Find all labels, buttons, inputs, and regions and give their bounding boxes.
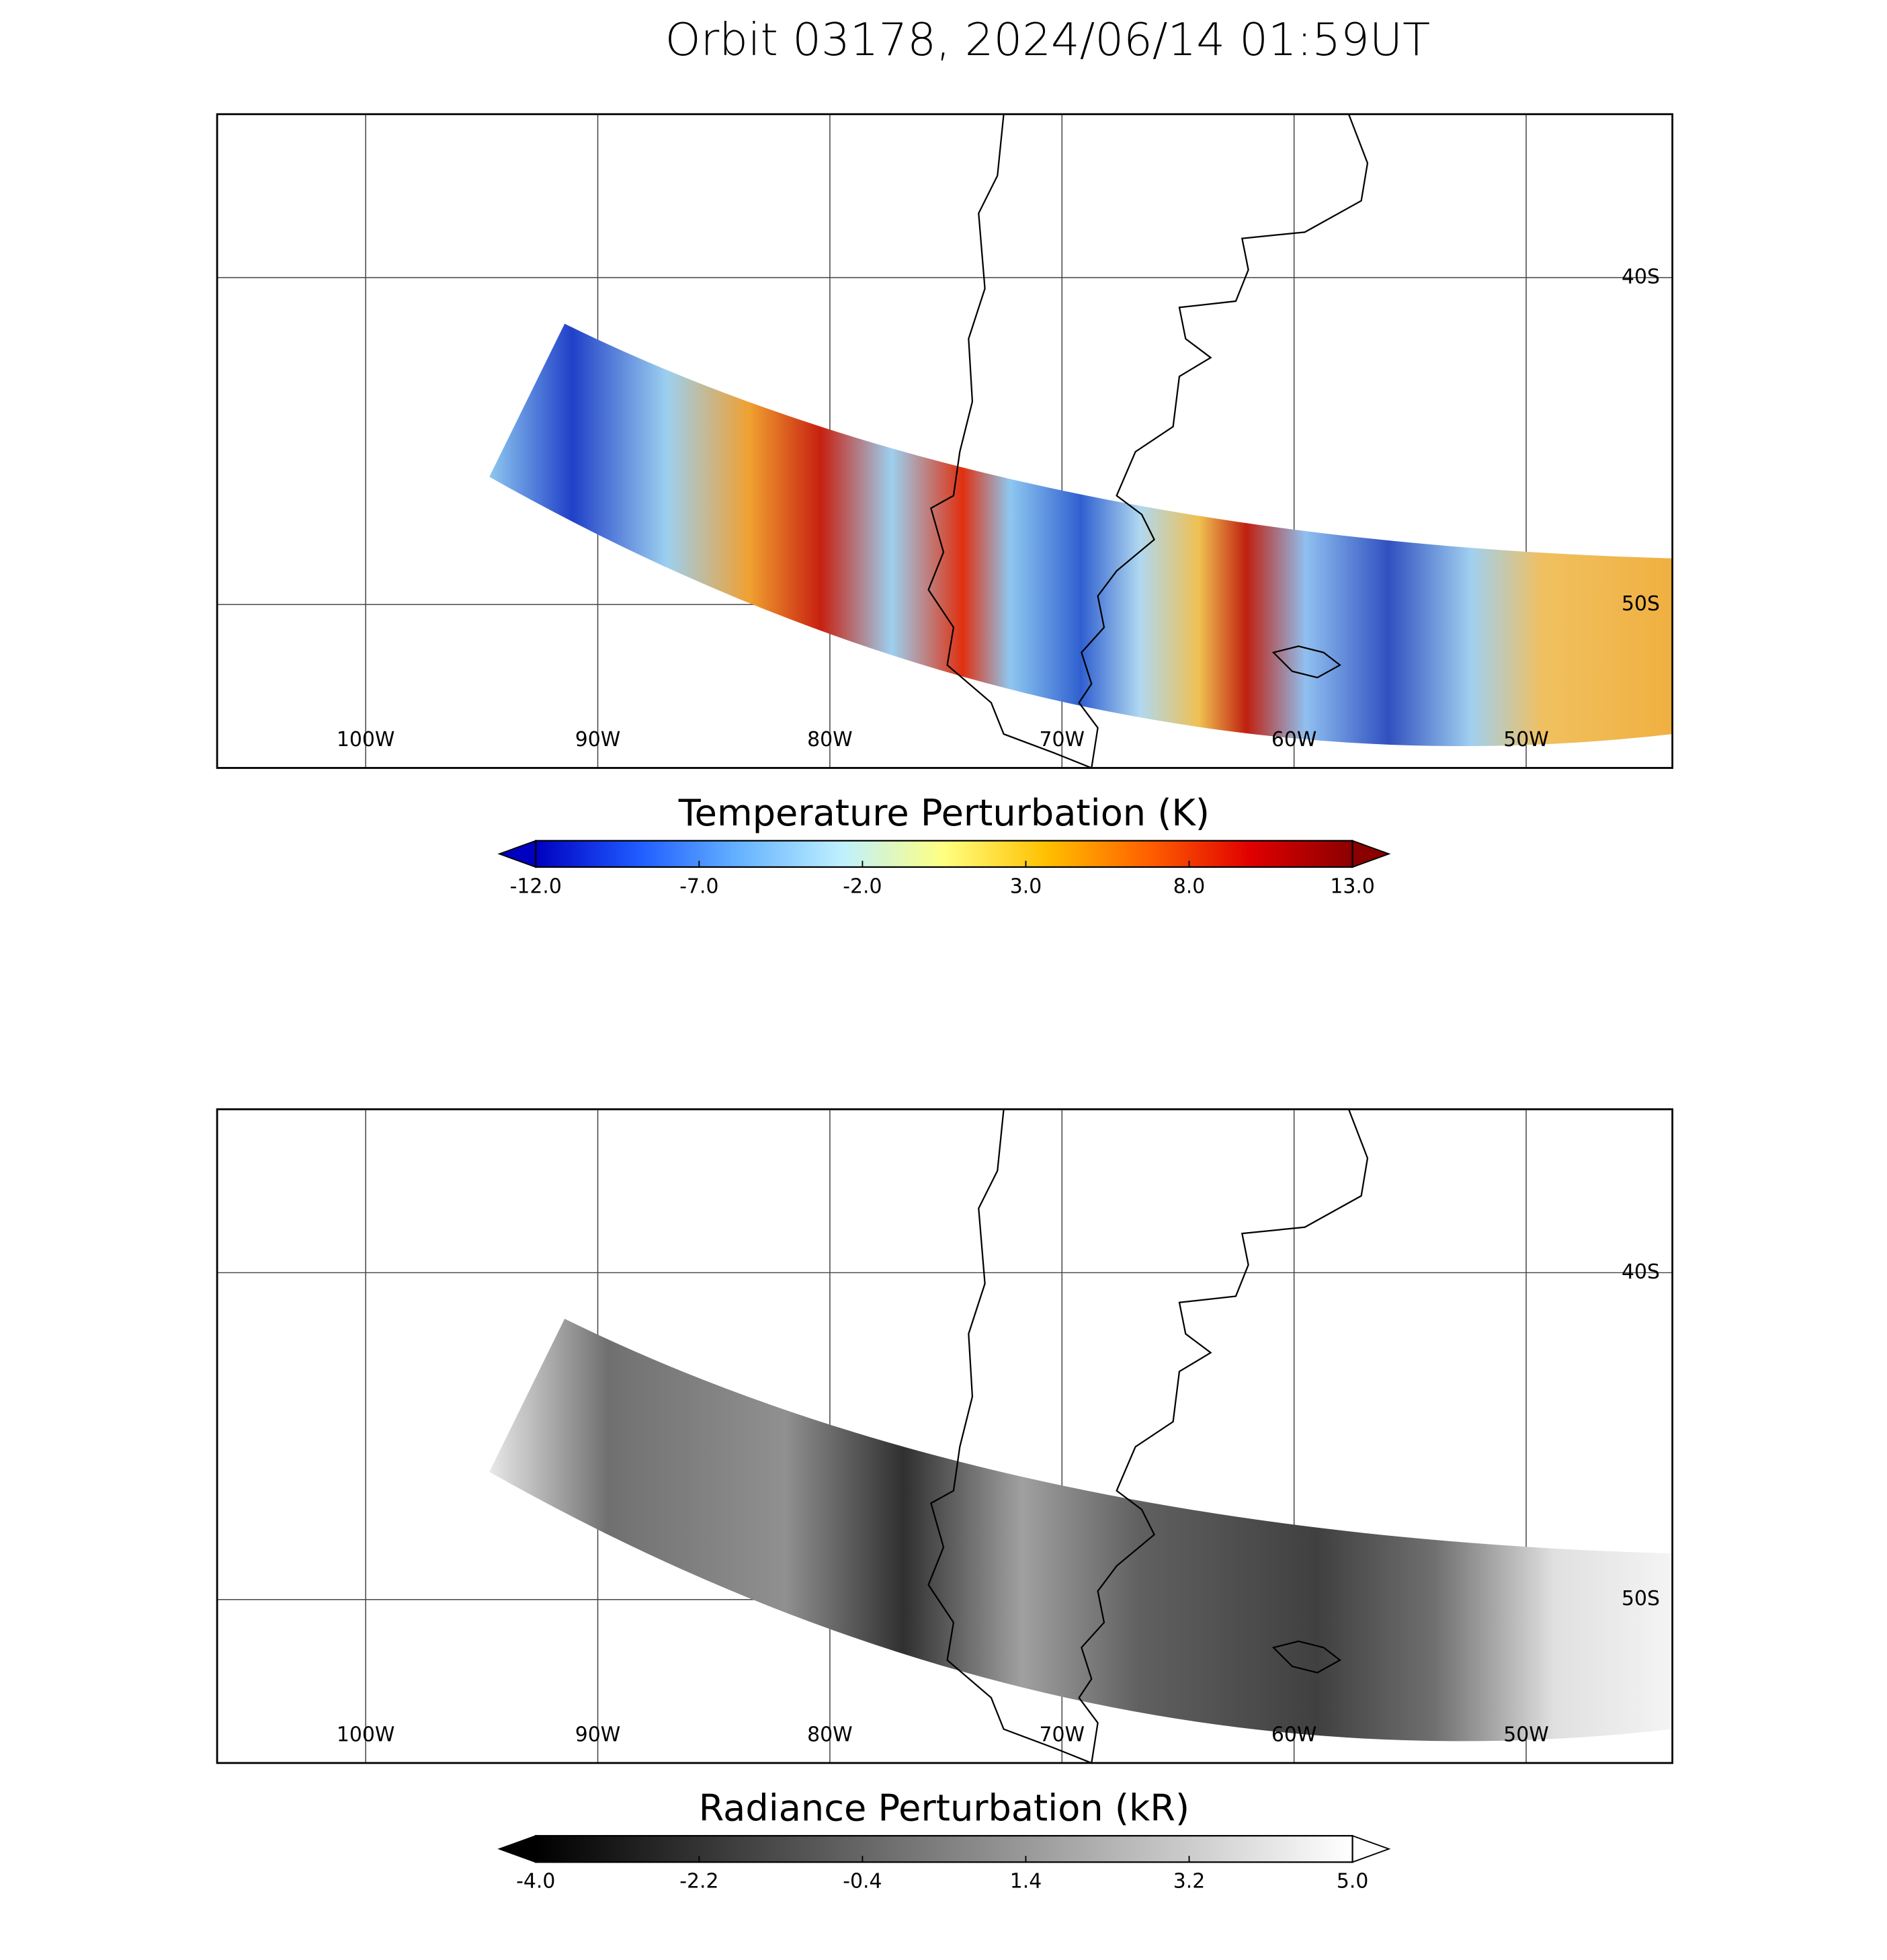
lat-label: 50S [1622,592,1660,616]
colorbar-low-arrow [497,840,537,868]
colorbar-tick-label: 3.0 [1010,874,1042,898]
colorbar-high-arrow [1351,1834,1391,1863]
colorbar-tick-label: 8.0 [1173,874,1206,898]
colorbar-tick-label: 13.0 [1330,874,1374,898]
lon-label: 100W [337,1723,395,1746]
colorbar-tick-label: -0.4 [843,1870,882,1893]
lon-label: 90W [575,1723,621,1746]
colorbar-title: Radiance Perturbation (kR) [699,1787,1189,1829]
lat-label: 40S [1622,266,1660,289]
colorbar [535,1835,1353,1863]
lon-label: 80W [807,728,853,751]
map-panel: 100W 90W 80W 70W 60W 50W 40S 50S Radiance Pertur… [216,1108,1674,1893]
lat-label: 40S [1622,1260,1660,1284]
lon-label: 90W [575,728,621,751]
figure-title: Orbit 03178, 2024/06/14 01:59UT [665,13,1430,66]
colorbar-tick-label: -4.0 [516,1870,555,1893]
lon-label: 60W [1271,1723,1317,1746]
lon-label: 50W [1503,728,1549,751]
colorbar-tick-label: -2.2 [679,1870,718,1893]
colorbar-high-arrow [1351,840,1391,868]
colorbar [535,840,1353,868]
lat-label: 50S [1622,1587,1660,1610]
lon-label: 50W [1503,1723,1549,1746]
lon-label: 70W [1040,1723,1085,1746]
lon-label: 100W [337,728,395,751]
colorbar-tick-label: 5.0 [1337,1870,1369,1893]
colorbar-tick-label: -7.0 [679,874,718,898]
lon-label: 80W [807,1723,853,1746]
map-panel: 100W 90W 80W 70W 60W 50W 40S 50S Temperature Per… [216,113,1674,898]
map-frame [216,113,1674,769]
colorbar-low-arrow [497,1834,537,1863]
lon-label: 60W [1271,728,1317,751]
map-frame [216,1108,1674,1764]
colorbar-tick-label: -12.0 [510,874,562,898]
colorbar-tick-label: 1.4 [1010,1870,1042,1893]
colorbar-title: Temperature Perturbation (K) [678,792,1210,834]
colorbar-tick-label: -2.0 [843,874,882,898]
lon-label: 70W [1040,728,1085,751]
colorbar-tick-label: 3.2 [1173,1870,1206,1893]
